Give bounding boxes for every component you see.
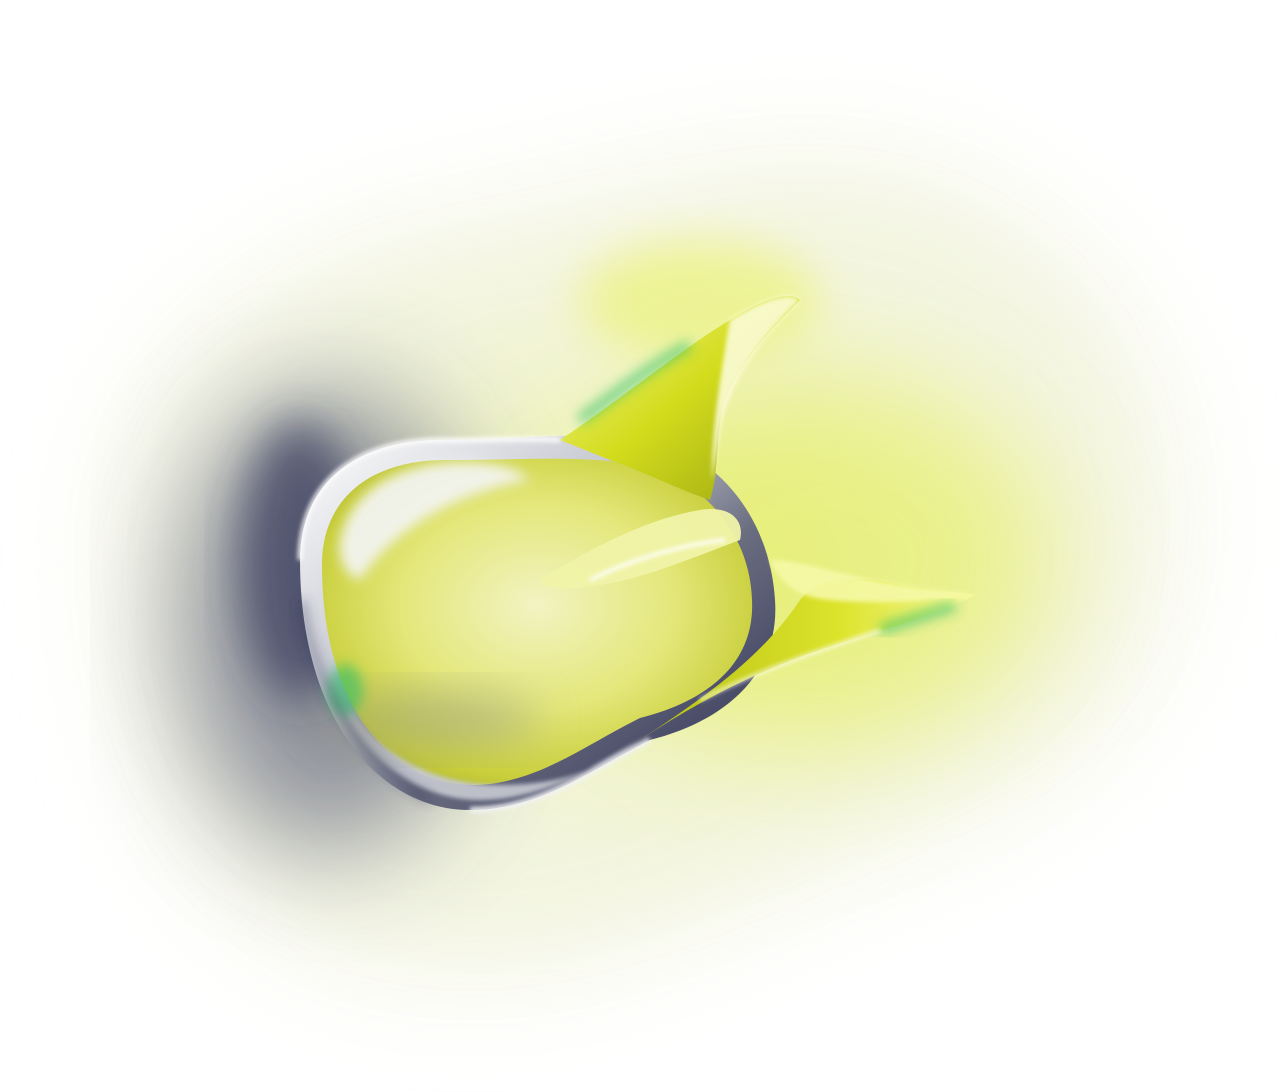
chrome-outline <box>297 436 652 813</box>
green-accent <box>327 664 363 716</box>
upper-fin <box>560 296 800 500</box>
tail-wedge <box>640 560 975 740</box>
inner-notch <box>540 509 741 589</box>
